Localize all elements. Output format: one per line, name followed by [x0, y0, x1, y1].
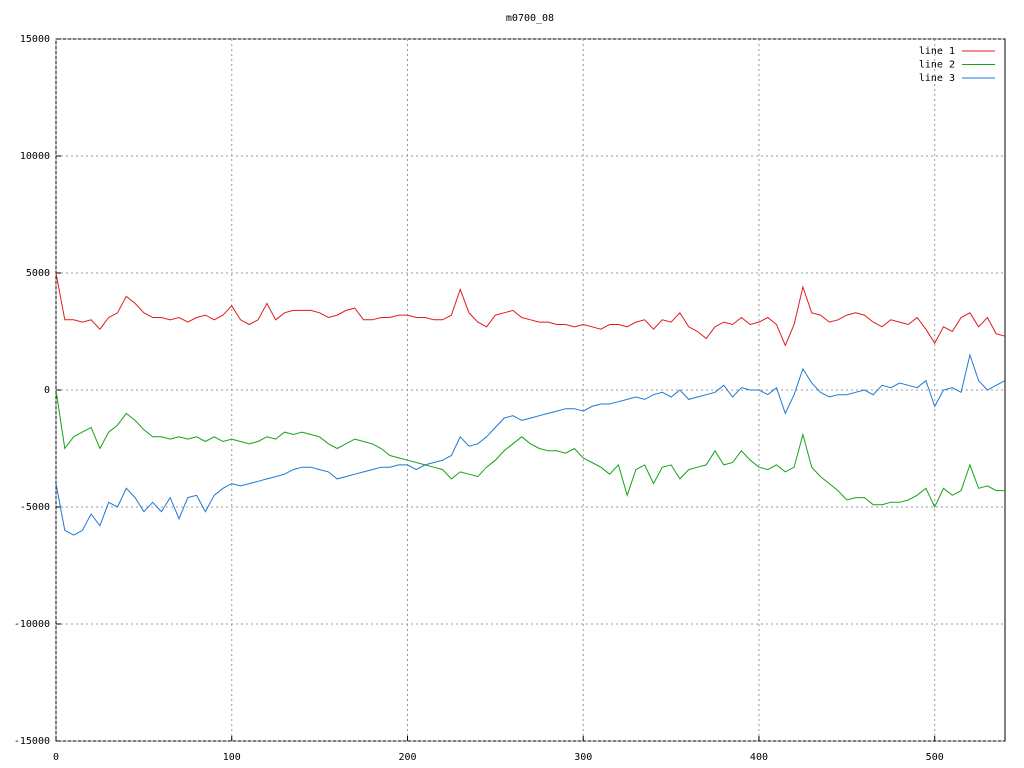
y-tick-label: 10000: [20, 151, 50, 162]
legend-label: line 3: [919, 73, 955, 84]
y-tick-label: -10000: [14, 619, 50, 630]
legend-label: line 1: [919, 46, 955, 57]
x-tick-label: 100: [223, 752, 241, 763]
x-tick-label: 200: [398, 752, 416, 763]
x-tick-label: 400: [750, 752, 768, 763]
line-series: [55, 353, 1006, 536]
x-tick-label: 0: [53, 752, 59, 763]
x-tick-label: 500: [926, 752, 944, 763]
y-tick-label: 5000: [26, 268, 50, 279]
legend-label: line 2: [919, 60, 955, 71]
y-tick-label: 15000: [20, 34, 50, 45]
x-tick-label: 300: [574, 752, 592, 763]
y-tick-label: -15000: [14, 736, 50, 747]
y-tick-label: -5000: [20, 502, 50, 513]
y-tick-label: 0: [44, 385, 50, 396]
chart-title: m0700_08: [506, 13, 554, 24]
line-series: [55, 272, 1006, 347]
line-series: [55, 389, 1005, 509]
